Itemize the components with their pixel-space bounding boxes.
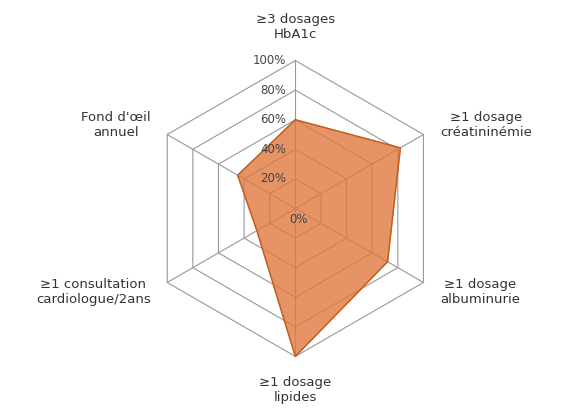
Text: ≥1 dosage
lipides: ≥1 dosage lipides [259, 376, 332, 404]
Text: ≥1 dosage
albuminurie: ≥1 dosage albuminurie [440, 278, 520, 306]
Text: 40%: 40% [261, 143, 286, 156]
Text: Fond d'œil
annuel: Fond d'œil annuel [81, 111, 150, 139]
Text: 0%: 0% [289, 213, 308, 226]
Text: 80%: 80% [261, 84, 286, 97]
Text: 60%: 60% [261, 113, 286, 126]
Text: ≥1 dosage
créatininémie: ≥1 dosage créatininémie [440, 111, 532, 139]
Text: ≥1 consultation
cardiologue/2ans: ≥1 consultation cardiologue/2ans [36, 278, 150, 306]
Polygon shape [238, 120, 400, 357]
Text: 20%: 20% [261, 172, 286, 186]
Text: 100%: 100% [253, 54, 286, 67]
Text: ≥3 dosages
HbA1c: ≥3 dosages HbA1c [256, 13, 335, 41]
